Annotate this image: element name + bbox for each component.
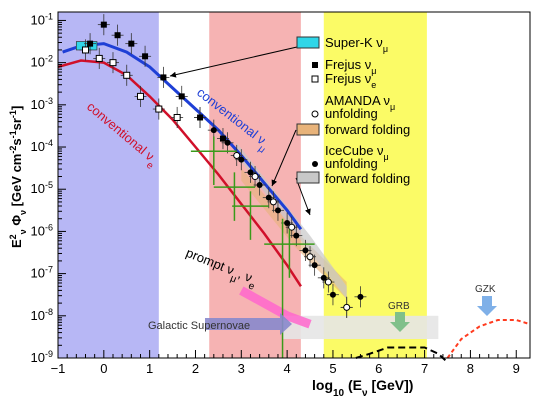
- data-point-filled-square: [219, 135, 226, 142]
- data-point-open-circle: [324, 278, 332, 286]
- upper-limit-layer: [190, 136, 315, 358]
- x-axis-title: log10 (Eν [GeV]): [312, 377, 413, 399]
- x-tick-label: 3: [238, 361, 245, 376]
- legend-amanda-folding-swatch: [296, 123, 320, 136]
- galactic-supernovae-label: Galactic Supernovae: [148, 320, 250, 332]
- x-tick-label: 4: [284, 361, 291, 376]
- superk-arrow: [169, 46, 298, 78]
- data-point-open-square: [155, 105, 163, 113]
- plot-frame: [57, 11, 531, 359]
- y-tick-label: 10-5: [31, 180, 53, 196]
- data-point-filled-circle: [265, 194, 272, 201]
- legend-icecube-unfolding-label: unfolding: [325, 156, 378, 171]
- x-tick-label: 6: [375, 361, 382, 376]
- data-point-filled-square: [178, 93, 185, 100]
- data-point-filled-circle: [247, 169, 254, 176]
- legend: Super-K νμ Frejus νμ Frejus νe AMANDA νμ…: [296, 35, 410, 186]
- y-tick-label: 10-3: [31, 96, 53, 112]
- data-point-filled-square: [160, 74, 167, 81]
- legend-amanda-marker: [311, 110, 319, 118]
- x-tick-label: 5: [329, 361, 336, 376]
- amanda-forward-folding-band: [241, 168, 347, 299]
- legend-amanda-label: AMANDA νμ: [325, 93, 395, 112]
- conventional-nue-curve: [57, 59, 302, 287]
- prompt-band: [239, 286, 312, 329]
- legend-icecube-folding-label: forward folding: [325, 171, 410, 186]
- data-point-open-square: [95, 54, 103, 62]
- legend-superk-label: Super-K νμ: [325, 35, 388, 54]
- data-point-filled-circle: [357, 293, 364, 300]
- x-tick-label: 1: [146, 361, 153, 376]
- x-tick-label: 9: [513, 361, 520, 376]
- y-tick-label: 10-6: [31, 222, 53, 238]
- data-point-open-circle: [306, 253, 314, 261]
- y-tick-label: 10-4: [31, 138, 53, 154]
- data-point-open-circle: [269, 198, 277, 206]
- data-point-open-circle: [288, 223, 296, 231]
- grb-curve: [355, 346, 449, 363]
- data-point-open-circle: [251, 173, 259, 181]
- data-point-filled-square: [87, 40, 94, 47]
- legend-amanda-folding-label: forward folding: [325, 122, 410, 137]
- data-point-filled-square: [128, 40, 135, 47]
- data-point-filled-square: [100, 21, 107, 28]
- legend-icecube-label: IceCube νμ: [325, 143, 389, 162]
- x-tick-label: −1: [51, 361, 66, 376]
- data-point-filled-circle: [238, 156, 245, 163]
- data-point-filled-circle: [320, 274, 327, 281]
- data-point-filled-circle: [274, 207, 281, 214]
- data-point-filled-circle: [302, 247, 309, 254]
- data-point-filled-circle: [284, 219, 291, 226]
- gzk-label: GZK: [475, 284, 496, 295]
- legend-frejus-numu-label: Frejus νμ: [325, 57, 376, 76]
- gzk-arrow: [477, 296, 497, 316]
- data-point-open-circle: [233, 151, 241, 159]
- y-tick-label: 10-9: [31, 349, 53, 365]
- x-tick-label: 7: [421, 361, 428, 376]
- legend-icecube-marker: [312, 161, 318, 167]
- grb-arrow: [390, 312, 410, 332]
- band-yellow: [323, 12, 427, 358]
- legend-frejus-nue-marker: [311, 75, 319, 83]
- gzk-curve: [446, 319, 531, 359]
- y-tick-label: 10-1: [31, 11, 53, 27]
- galactic-supernovae-arrow: [205, 313, 292, 335]
- data-point-open-square: [81, 46, 89, 54]
- data-point-filled-circle: [293, 232, 300, 239]
- legend-frejus-numu-marker: [312, 62, 318, 68]
- x-tick-label: 8: [467, 361, 474, 376]
- data-point-filled-circle: [329, 291, 336, 298]
- data-point-filled-circle: [210, 127, 217, 134]
- amanda-folding-arrow: [271, 129, 297, 187]
- legend-frejus-nue-label: Frejus νe: [325, 71, 376, 90]
- axis-layer: −1 0 1 2 3 4 5 6 7 8 9 10-9 10-8 10-7 10-6 10-5 10-4 10-3…: [31, 11, 531, 376]
- legend-superk-swatch: [296, 36, 320, 49]
- icecube-folding-arrow: [295, 177, 311, 216]
- data-point-filled-square: [142, 53, 149, 60]
- y-tick-label: 10-2: [31, 54, 53, 70]
- y-tick-label: 10-8: [31, 307, 53, 323]
- annotation-arrow-layer: [169, 46, 497, 335]
- data-point-filled-square: [114, 32, 121, 39]
- y-tick-label: 10-7: [31, 265, 53, 281]
- x-tick-label: 0: [100, 361, 107, 376]
- data-point-open-square: [136, 92, 144, 100]
- data-point-layer: [81, 21, 364, 311]
- x-tick-label: 2: [192, 361, 199, 376]
- data-point-filled-circle: [256, 182, 263, 188]
- legend-icecube-folding-swatch: [296, 171, 320, 184]
- data-point-filled-circle: [224, 139, 231, 146]
- data-point-open-circle: [343, 303, 351, 311]
- data-point-open-square: [123, 71, 131, 79]
- data-point-filled-circle: [311, 262, 318, 269]
- data-point-open-square: [173, 113, 181, 121]
- legend-amanda-unfolding-label: unfolding: [325, 106, 378, 121]
- band-blue: [58, 12, 159, 358]
- y-axis-title: E2ν Φν [GeV cm-2s-1sr-1]: [8, 106, 28, 248]
- grb-label: GRB: [388, 301, 410, 312]
- data-point-filled-circle: [197, 114, 204, 121]
- data-point-open-square: [109, 59, 117, 67]
